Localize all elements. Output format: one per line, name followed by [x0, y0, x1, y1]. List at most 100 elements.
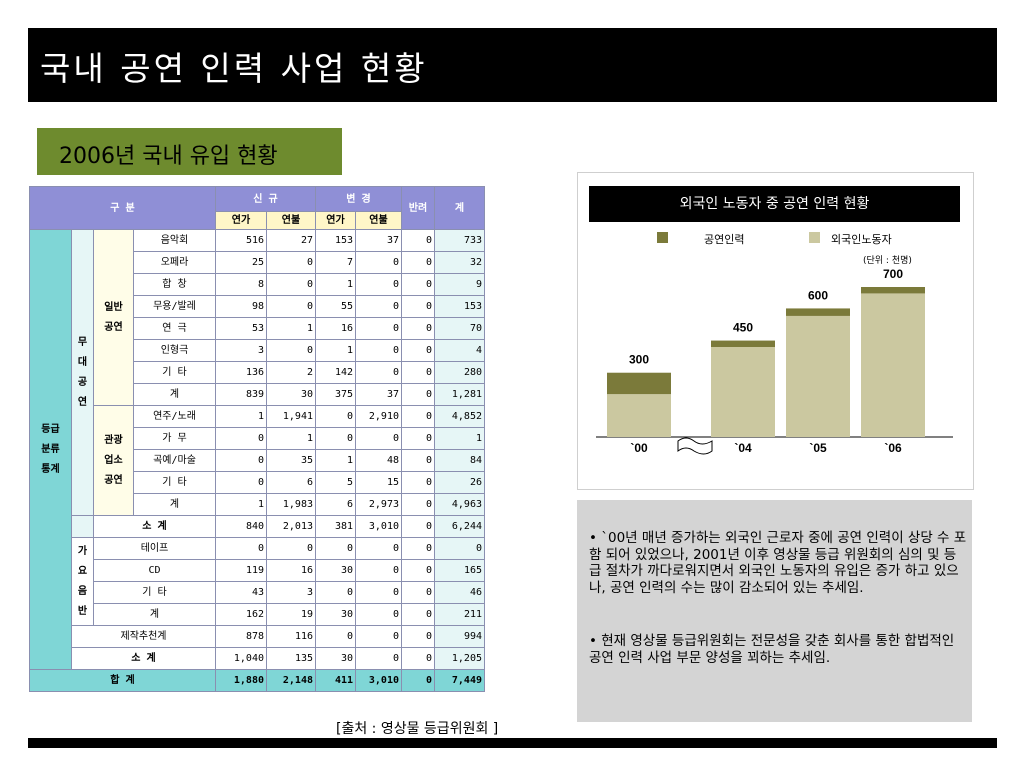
subtotal-label: 소 계 — [93, 515, 216, 538]
notes-panel: • `00년 매년 증가하는 외국인 근로자 중에 공연 인력이 상당 수 포함… — [577, 500, 972, 722]
cell: 0 — [215, 427, 267, 450]
header-change: 변 경 — [315, 186, 402, 212]
cell: 19 — [266, 603, 316, 626]
cell: 0 — [401, 229, 435, 252]
bar-workers-3 — [861, 293, 925, 437]
row-label: 가 무 — [133, 427, 216, 450]
cell-total: 4,852 — [434, 405, 485, 428]
cell: 878 — [215, 625, 267, 648]
cell-total: 0 — [434, 537, 485, 560]
cell: 0 — [401, 295, 435, 318]
cell: 0 — [315, 625, 356, 648]
cell: 375 — [315, 383, 356, 406]
cell-total: 211 — [434, 603, 485, 626]
group-tourist: 관광업소공연 — [93, 405, 134, 516]
cell: 0 — [401, 405, 435, 428]
cell-total: 7,449 — [434, 669, 485, 692]
bar-workers-0 — [607, 394, 671, 437]
cell: 3 — [266, 581, 316, 604]
cell-total: 994 — [434, 625, 485, 648]
cell: 1 — [315, 449, 356, 472]
cell: 1 — [315, 339, 356, 362]
note-2: • 현재 영상물 등급위원회는 전문성을 갖춘 회사를 통한 합법적인 공연 인… — [589, 633, 955, 666]
group-songs: 가요음반 — [71, 537, 94, 626]
cell: 1,040 — [215, 647, 267, 670]
subtotal-label: 소 계 — [71, 647, 216, 670]
unit-label: (단위 : 천명) — [863, 256, 912, 266]
cell: 0 — [401, 427, 435, 450]
cell: 7 — [315, 251, 356, 274]
legend-swatch-workers — [809, 232, 820, 243]
cell: 0 — [401, 361, 435, 384]
stats-table: 구 분 신 규 변 경 반려 계 연가 연불 연가 연불 등급분류통계 무대공연… — [29, 186, 485, 692]
cell: 116 — [266, 625, 316, 648]
cell: 2,910 — [355, 405, 402, 428]
cell: 30 — [315, 647, 356, 670]
source-note: [출처 : 영상물 등급위원회 ] — [336, 721, 499, 737]
category-label-2: `05 — [809, 441, 827, 455]
header-total: 계 — [434, 186, 485, 230]
cell: 411 — [315, 669, 356, 692]
cell: 16 — [315, 317, 356, 340]
cell: 0 — [355, 361, 402, 384]
cell: 0 — [401, 537, 435, 560]
cell: 3,010 — [355, 515, 402, 538]
cell: 0 — [215, 537, 267, 560]
row-label: 기 타 — [93, 581, 216, 604]
cell: 0 — [266, 295, 316, 318]
bar-chart: 300 `00 450 `04 600 `05 700 `06 — [596, 267, 953, 455]
cell-total: 153 — [434, 295, 485, 318]
category-label-1: `04 — [734, 441, 752, 455]
header-gubun: 구 분 — [29, 186, 216, 230]
cell-total: 280 — [434, 361, 485, 384]
cell: 135 — [266, 647, 316, 670]
cell: 55 — [315, 295, 356, 318]
cell: 0 — [401, 449, 435, 472]
cell: 142 — [315, 361, 356, 384]
category-label-0: `00 — [630, 441, 648, 455]
row-label: 연주/노래 — [133, 405, 216, 428]
cell: 0 — [315, 427, 356, 450]
cell: 0 — [401, 251, 435, 274]
bar-workers-2 — [786, 315, 850, 437]
cell: 839 — [215, 383, 267, 406]
cell-total: 84 — [434, 449, 485, 472]
row-label: 계 — [93, 603, 216, 626]
cell: 6 — [315, 493, 356, 516]
cell: 35 — [266, 449, 316, 472]
cell: 5 — [315, 471, 356, 494]
cell: 0 — [315, 405, 356, 428]
cell: 0 — [355, 647, 402, 670]
chart-title: 외국인 노동자 중 공연 인력 현황 — [589, 186, 960, 222]
cell: 0 — [315, 537, 356, 560]
cell: 15 — [355, 471, 402, 494]
category-label-3: `06 — [884, 441, 902, 455]
grand-total-label: 합 계 — [29, 669, 216, 692]
row-label: CD — [93, 559, 216, 582]
group-rating: 등급분류통계 — [29, 229, 72, 670]
row-label: 테이프 — [93, 537, 216, 560]
cell: 0 — [355, 339, 402, 362]
cell-total: 733 — [434, 229, 485, 252]
row-label: 기 타 — [133, 471, 216, 494]
cell: 0 — [401, 339, 435, 362]
cell: 1,983 — [266, 493, 316, 516]
row-label: 계 — [133, 383, 216, 406]
chart-panel: 외국인 노동자 중 공연 인력 현황 공연인력 외국인노동자 (단위 : 천명)… — [577, 172, 974, 490]
cell: 0 — [355, 251, 402, 274]
cell: 2,148 — [266, 669, 316, 692]
total-label-1: 450 — [733, 321, 753, 335]
cell: 1,880 — [215, 669, 267, 692]
cell: 0 — [266, 537, 316, 560]
cell: 3,010 — [355, 669, 402, 692]
cell: 8 — [215, 273, 267, 296]
cell: 6 — [266, 471, 316, 494]
cell: 43 — [215, 581, 267, 604]
cell: 0 — [401, 273, 435, 296]
cell: 53 — [215, 317, 267, 340]
cell: 0 — [401, 581, 435, 604]
row-label: 인형극 — [133, 339, 216, 362]
cell: 0 — [355, 537, 402, 560]
header-yeonbul-2: 연불 — [355, 211, 402, 230]
cell-total: 70 — [434, 317, 485, 340]
